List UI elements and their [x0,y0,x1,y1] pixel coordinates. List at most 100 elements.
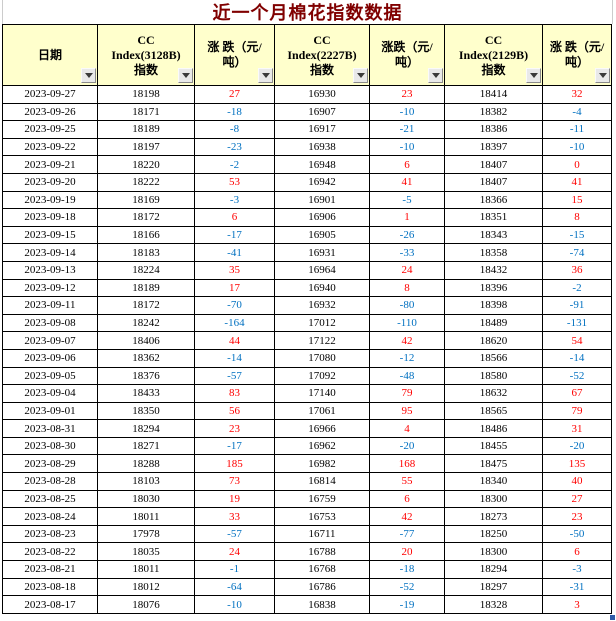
cell-date[interactable]: 2023-09-06 [2,348,98,368]
cell-index[interactable]: 17978 [97,524,195,544]
cell-index[interactable]: 18414 [444,85,543,104]
cell-change[interactable]: 44 [194,331,275,350]
cell-change[interactable]: -10 [542,137,612,157]
cell-change[interactable]: -17 [194,225,275,245]
column-header-change-2129b[interactable]: 涨 跌（元/ 吨） [542,24,612,86]
cell-index[interactable]: 18455 [444,436,543,456]
cell-index[interactable]: 18620 [444,331,543,350]
cell-change[interactable]: 41 [369,172,445,192]
cell-date[interactable]: 2023-09-08 [2,313,98,333]
cell-index[interactable]: 16938 [274,137,370,157]
cell-change[interactable]: 168 [369,454,445,474]
cell-date[interactable]: 2023-09-07 [2,331,98,350]
cell-change[interactable]: 54 [542,331,612,350]
cell-date[interactable]: 2023-09-18 [2,208,98,227]
cell-date[interactable]: 2023-08-30 [2,436,98,456]
cell-date[interactable]: 2023-08-21 [2,560,98,579]
cell-index[interactable]: 18382 [444,102,543,122]
cell-change[interactable]: 83 [194,384,275,403]
cell-date[interactable]: 2023-09-15 [2,225,98,245]
cell-change[interactable]: -12 [369,348,445,368]
fill-handle[interactable] [610,615,615,620]
cell-date[interactable]: 2023-08-24 [2,507,98,526]
cell-change[interactable]: 24 [194,542,275,562]
cell-change[interactable]: 6 [369,155,445,174]
cell-index[interactable]: 18166 [97,225,195,245]
cell-change[interactable]: 27 [542,489,612,509]
cell-change[interactable]: -10 [194,595,275,614]
cell-change[interactable]: 8 [542,208,612,227]
cell-change[interactable]: 6 [542,542,612,562]
cell-index[interactable]: 18030 [97,489,195,509]
cell-index[interactable]: 16932 [274,296,370,315]
column-header-cc-index-3128b[interactable]: CC Index(3128B) 指数 [97,24,195,86]
cell-change[interactable]: 20 [369,542,445,562]
cell-index[interactable]: 18396 [444,278,543,298]
cell-index[interactable]: 18012 [97,577,195,597]
cell-change[interactable]: 42 [369,507,445,526]
cell-change[interactable]: -70 [194,296,275,315]
cell-index[interactable]: 18397 [444,137,543,157]
cell-change[interactable]: 19 [194,489,275,509]
cell-index[interactable]: 16931 [274,243,370,262]
cell-change[interactable]: -1 [194,560,275,579]
cell-change[interactable]: 3 [542,595,612,614]
cell-date[interactable]: 2023-09-05 [2,366,98,386]
cell-index[interactable]: 16711 [274,524,370,544]
cell-date[interactable]: 2023-08-18 [2,577,98,597]
cell-change[interactable]: 17 [194,278,275,298]
cell-change[interactable]: -164 [194,313,275,333]
cell-date[interactable]: 2023-08-29 [2,454,98,474]
cell-index[interactable]: 18486 [444,419,543,438]
cell-index[interactable]: 18632 [444,384,543,403]
cell-change[interactable]: 8 [369,278,445,298]
cell-date[interactable]: 2023-09-21 [2,155,98,174]
cell-change[interactable]: 32 [542,85,612,104]
cell-index[interactable]: 18340 [444,472,543,491]
cell-change[interactable]: 41 [542,172,612,192]
cell-index[interactable]: 18351 [444,208,543,227]
cell-index[interactable]: 18224 [97,260,195,280]
cell-change[interactable]: -110 [369,313,445,333]
cell-change[interactable]: -74 [542,243,612,262]
cell-index[interactable]: 18432 [444,260,543,280]
cell-date[interactable]: 2023-09-19 [2,190,98,210]
cell-change[interactable]: 185 [194,454,275,474]
cell-change[interactable]: -19 [369,595,445,614]
cell-index[interactable]: 18565 [444,401,543,421]
cell-change[interactable]: 27 [194,85,275,104]
cell-index[interactable]: 16838 [274,595,370,614]
cell-index[interactable]: 16905 [274,225,370,245]
cell-date[interactable]: 2023-09-01 [2,401,98,421]
cell-date[interactable]: 2023-08-17 [2,595,98,614]
cell-index[interactable]: 18169 [97,190,195,210]
cell-change[interactable]: -14 [542,348,612,368]
cell-index[interactable]: 18222 [97,172,195,192]
cell-index[interactable]: 16759 [274,489,370,509]
cell-index[interactable]: 18407 [444,155,543,174]
cell-index[interactable]: 18250 [444,524,543,544]
cell-index[interactable]: 18580 [444,366,543,386]
cell-change[interactable]: 33 [194,507,275,526]
cell-date[interactable]: 2023-09-20 [2,172,98,192]
cell-index[interactable]: 17061 [274,401,370,421]
cell-index[interactable]: 18076 [97,595,195,614]
cell-change[interactable]: -57 [194,524,275,544]
cell-change[interactable]: -31 [542,577,612,597]
cell-index[interactable]: 18011 [97,507,195,526]
cell-change[interactable]: -18 [194,102,275,122]
cell-index[interactable]: 18271 [97,436,195,456]
cell-change[interactable]: -4 [542,102,612,122]
cell-change[interactable]: 55 [369,472,445,491]
cell-change[interactable]: -80 [369,296,445,315]
cell-change[interactable]: -11 [542,120,612,139]
cell-date[interactable]: 2023-09-22 [2,137,98,157]
cell-index[interactable]: 18288 [97,454,195,474]
cell-change[interactable]: 0 [542,155,612,174]
cell-change[interactable]: 79 [542,401,612,421]
cell-index[interactable]: 16788 [274,542,370,562]
cell-index[interactable]: 18300 [444,489,543,509]
cell-date[interactable]: 2023-08-25 [2,489,98,509]
cell-index[interactable]: 16906 [274,208,370,227]
cell-index[interactable]: 18358 [444,243,543,262]
